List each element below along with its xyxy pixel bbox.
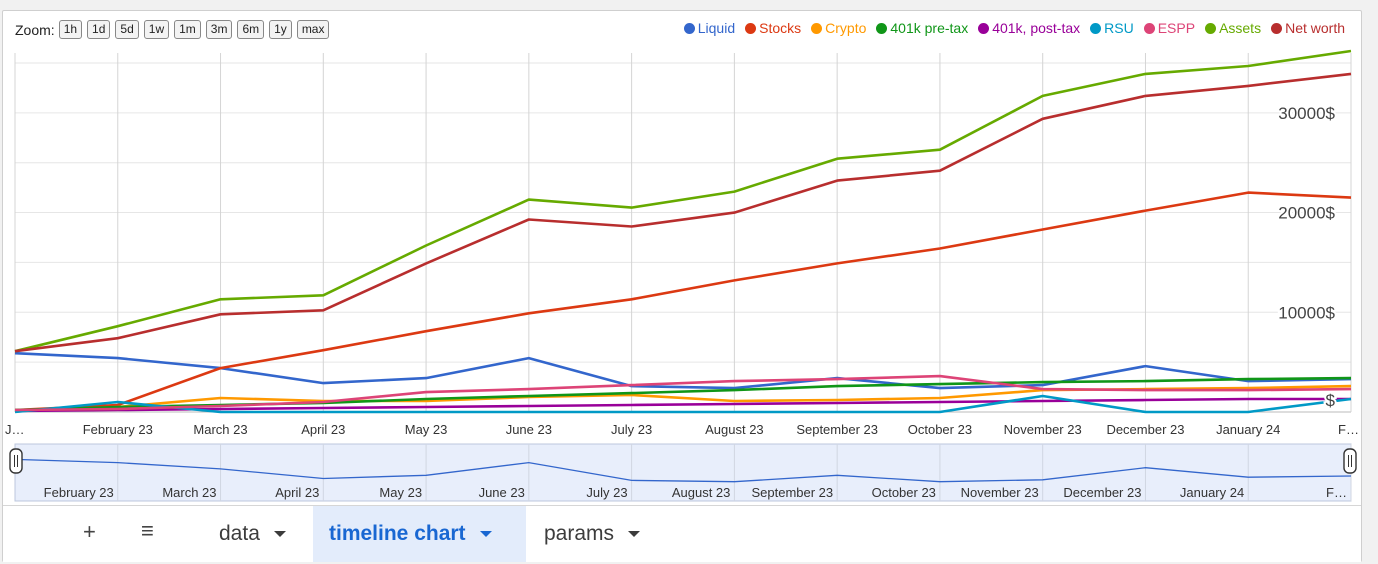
range-left-handle[interactable] [9, 448, 23, 474]
legend-item[interactable]: Liquid [683, 20, 736, 36]
legend-dot-icon [745, 22, 757, 34]
range-tick-label: February 23 [44, 485, 114, 500]
x-tick-label: F… [1338, 422, 1359, 437]
x-tick-label: June 23 [506, 422, 552, 437]
legend-dot-icon [811, 22, 823, 34]
caret-down-icon[interactable] [479, 531, 492, 537]
range-tick-label: October 23 [872, 485, 936, 500]
tab-label: params [544, 522, 615, 545]
chart-panel: Zoom: 1h 1d 5d 1w 1m 3m 6m 1y max Liquid… [2, 10, 1362, 562]
series-line-401k-post-tax [14, 397, 1351, 413]
x-tick-label: April 23 [301, 422, 345, 437]
series-line-stocks [14, 191, 1352, 412]
legend-label: Net worth [1285, 20, 1345, 36]
x-tick-label: January 24 [1216, 422, 1280, 437]
legend-item[interactable]: Assets [1205, 20, 1261, 36]
zoom-controls: Zoom: 1h 1d 5d 1w 1m 3m 6m 1y max [15, 20, 334, 39]
x-tick-label: May 23 [405, 422, 448, 437]
x-tick-label: February 23 [83, 422, 153, 437]
range-selector-line [14, 458, 1352, 483]
legend-label: Assets [1219, 20, 1262, 36]
x-tick-label: August 23 [705, 422, 764, 437]
zoom-6m-button[interactable]: 6m [237, 20, 265, 39]
range-tick-label: F… [1326, 485, 1347, 500]
zoom-1h-button[interactable]: 1h [58, 20, 83, 39]
chart-legend: Liquid Stocks Crypto 401k pre-tax 401k, post… [674, 20, 1345, 36]
range-tick-label: April 23 [275, 485, 319, 500]
legend-label: RSU [1104, 20, 1134, 36]
range-tick-label: July 23 [586, 485, 627, 500]
legend-label: Liquid [697, 20, 736, 36]
zoom-1m-button[interactable]: 1m [174, 20, 201, 39]
legend-dot-icon [876, 22, 888, 34]
tab-data[interactable]: data [203, 506, 302, 562]
range-tick-label: August 23 [672, 485, 731, 500]
x-tick-label: March 23 [193, 422, 247, 437]
zoom-1w-button[interactable]: 1w [143, 20, 170, 39]
range-tick-label: June 23 [479, 485, 525, 500]
range-tick-label: November 23 [961, 485, 1039, 500]
y-tick-label: 30000$ [1278, 104, 1335, 123]
range-tick-label: May 23 [379, 485, 422, 500]
y-tick-label: $ [1326, 391, 1336, 410]
zoom-1y-button[interactable]: 1y [269, 20, 292, 39]
range-tick-label: January 24 [1180, 485, 1244, 500]
series-line-liquid [14, 351, 1352, 390]
range-tick-label: September 23 [751, 485, 833, 500]
legend-item[interactable]: RSU [1090, 20, 1134, 36]
zoom-5d-button[interactable]: 5d [115, 20, 139, 39]
legend-item[interactable]: 401k, post-tax [978, 20, 1080, 36]
legend-label: Crypto [825, 20, 867, 36]
x-tick-label: July 23 [611, 422, 652, 437]
legend-item[interactable]: ESPP [1143, 20, 1196, 36]
legend-label: 401k, post-tax [992, 20, 1081, 36]
zoom-label: Zoom: [15, 21, 55, 38]
tab-params[interactable]: params [528, 506, 656, 562]
series-line-espp [14, 374, 1352, 412]
x-tick-label: October 23 [908, 422, 972, 437]
legend-item[interactable]: 401k pre-tax [876, 20, 968, 36]
sheet-tab-bar: + ≡ data timeline chart params [3, 505, 1361, 562]
tab-label: timeline chart [329, 522, 466, 545]
x-tick-label: November 23 [1004, 422, 1082, 437]
legend-label: 401k pre-tax [890, 20, 969, 36]
timeline-chart[interactable]: J… February 23 March 23 April 23 May 23 June … [3, 11, 1361, 505]
series-line-rsu [14, 394, 1352, 414]
range-tick-label: March 23 [162, 485, 216, 500]
legend-label: ESPP [1157, 20, 1196, 36]
add-sheet-button[interactable]: + [83, 519, 96, 544]
caret-down-icon[interactable] [628, 531, 641, 537]
legend-dot-icon [1090, 22, 1102, 34]
legend-label: Stocks [759, 20, 802, 36]
legend-dot-icon [1143, 22, 1155, 34]
legend-item[interactable]: Crypto [811, 20, 866, 36]
zoom-1d-button[interactable]: 1d [87, 20, 111, 39]
zoom-3m-button[interactable]: 3m [205, 20, 233, 39]
y-tick-label: 20000$ [1278, 204, 1335, 223]
zoom-max-button[interactable]: max [296, 20, 330, 39]
legend-dot-icon [978, 22, 990, 34]
legend-dot-icon [1271, 22, 1283, 34]
x-tick-label: J… [5, 422, 25, 437]
legend-item[interactable]: Net worth [1271, 20, 1345, 36]
tab-label: data [219, 522, 260, 545]
caret-down-icon[interactable] [273, 531, 286, 537]
legend-dot-icon [683, 22, 695, 34]
legend-item[interactable]: Stocks [745, 20, 801, 36]
legend-dot-icon [1205, 22, 1217, 34]
range-right-handle[interactable] [1343, 448, 1357, 474]
range-tick-label: December 23 [1063, 485, 1141, 500]
x-tick-label: December 23 [1106, 422, 1184, 437]
series-line-assets [14, 49, 1352, 353]
range-selector-window [14, 443, 1352, 502]
tab-timeline-chart[interactable]: timeline chart [313, 506, 526, 562]
y-tick-label: 10000$ [1278, 303, 1335, 322]
x-tick-label: September 23 [796, 422, 878, 437]
series-line-net-worth [14, 72, 1352, 353]
all-sheets-menu-icon[interactable]: ≡ [141, 518, 154, 543]
